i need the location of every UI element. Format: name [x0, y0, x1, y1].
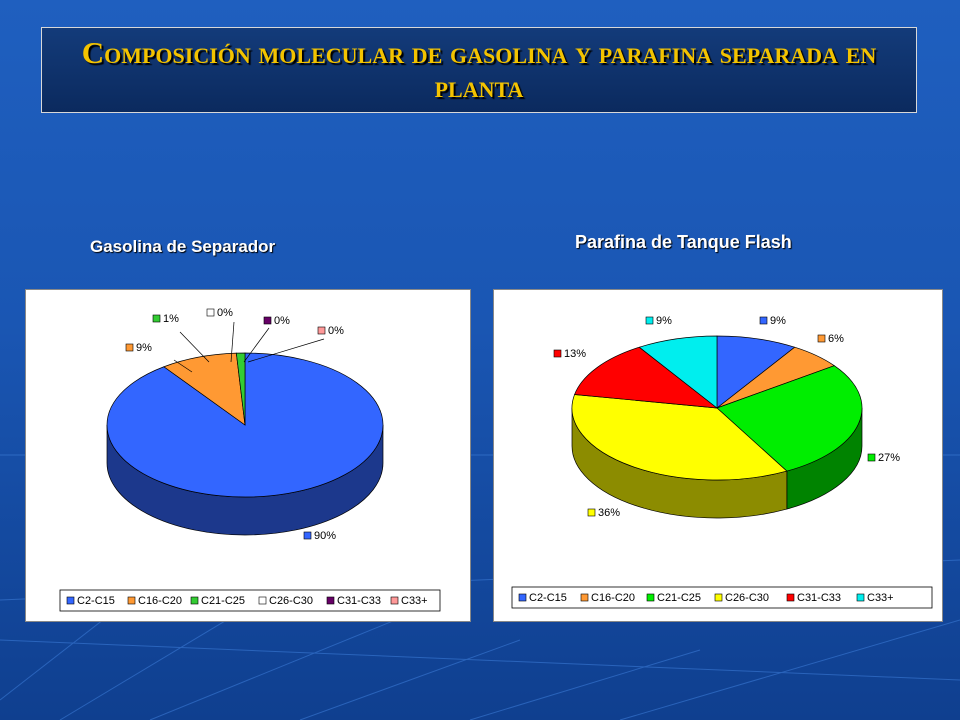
legend-swatch — [518, 593, 527, 602]
data-label-c33-: 0% — [317, 325, 344, 337]
data-label-swatch — [303, 531, 312, 540]
chart-panel-parafina: 9% 6% 27% 36% 13% 9% C2-C15 C16-C20 C21-C25 C26-C… — [493, 289, 943, 622]
legend-item-c31-c33: C31-C33 — [786, 592, 841, 604]
pie-slice-c21-c25 — [235, 352, 246, 426]
legend-item-c2-c15: C2-C15 — [66, 595, 115, 607]
legend-label: C26-C30 — [725, 592, 769, 604]
legend-box — [59, 589, 441, 612]
pie-slice-c31-c33 — [574, 346, 719, 409]
data-label-c26-c30: 36% — [587, 507, 620, 519]
legend-item-c31-c33: C31-C33 — [326, 595, 381, 607]
data-label-text: 9% — [656, 315, 672, 327]
legend-swatch — [190, 596, 199, 605]
pie-slices — [571, 335, 863, 481]
data-label-swatch — [817, 334, 826, 343]
title-box: Composición molecular de gasolina y para… — [41, 27, 917, 113]
pie-slices — [106, 352, 384, 498]
legend-label: C21-C25 — [657, 592, 701, 604]
data-label-c21-c25: 1% — [152, 313, 179, 325]
legend-item-c2-c15: C2-C15 — [518, 592, 567, 604]
legend: C2-C15 C16-C20 C21-C25 C26-C30 C31-C33 C33+ — [59, 589, 441, 612]
data-label-c2-c15: 9% — [759, 315, 786, 327]
pie-chart-gasolina: 90% 9% 1% 0% 0% 0% C2-C15 C16-C20 C21-C25 C26-C30… — [59, 307, 441, 612]
data-label-swatch — [587, 508, 596, 517]
data-label-c2-c15: 90% — [303, 530, 336, 542]
data-label-text: 36% — [598, 507, 620, 519]
data-label-c31-c33: 13% — [553, 348, 586, 360]
legend-label: C2-C15 — [529, 592, 567, 604]
data-label-swatch — [152, 314, 161, 323]
data-label-swatch — [317, 326, 326, 335]
leader-line — [179, 331, 210, 363]
legend-swatch — [714, 593, 723, 602]
data-label-text: 13% — [564, 348, 586, 360]
legend-label: C21-C25 — [201, 595, 245, 607]
legend-label: C31-C33 — [797, 592, 841, 604]
data-label-swatch — [759, 316, 768, 325]
legend-label: C31-C33 — [337, 595, 381, 607]
data-label-c16-c20: 9% — [125, 342, 152, 354]
legend-label: C33+ — [401, 595, 428, 607]
legend-label: C33+ — [867, 592, 894, 604]
data-label-c31-c33: 0% — [263, 315, 290, 327]
data-label-text: 1% — [163, 313, 179, 325]
data-label-text: 0% — [217, 307, 233, 319]
data-label-text: 6% — [828, 333, 844, 345]
legend-swatch — [786, 593, 795, 602]
data-label-swatch — [645, 316, 654, 325]
legend-label: C26-C30 — [269, 595, 313, 607]
legend-label: C2-C15 — [77, 595, 115, 607]
pie-chart-parafina: 9% 6% 27% 36% 13% 9% C2-C15 C16-C20 C21-C25 C26-C… — [511, 315, 933, 609]
data-label-swatch — [553, 349, 562, 358]
legend-swatch — [66, 596, 75, 605]
legend-item-c33-: C33+ — [390, 595, 428, 607]
legend-swatch — [646, 593, 655, 602]
legend-item-c26-c30: C26-C30 — [714, 592, 769, 604]
data-label-swatch — [125, 343, 134, 352]
data-label-swatch — [867, 453, 876, 462]
data-label-text: 0% — [274, 315, 290, 327]
pie-slice-c26-c30 — [571, 394, 788, 481]
leader-line — [247, 338, 325, 363]
data-label-c26-c30: 0% — [206, 307, 233, 319]
legend-item-c21-c25: C21-C25 — [646, 592, 701, 604]
legend-item-c16-c20: C16-C20 — [127, 595, 182, 607]
page-title: Composición molecular de gasolina y para… — [81, 35, 877, 104]
legend-swatch — [390, 596, 399, 605]
data-label-text: 27% — [878, 452, 900, 464]
data-label-text: 9% — [136, 342, 152, 354]
chart-title-parafina: Parafina de Tanque Flash — [575, 232, 792, 252]
pie-slice-c2-c15 — [716, 335, 796, 409]
leader-line — [173, 359, 193, 373]
legend-swatch — [326, 596, 335, 605]
leader-line — [243, 327, 270, 363]
pie-slice-c21-c25 — [716, 365, 863, 472]
data-label-c16-c20: 6% — [817, 333, 844, 345]
data-label-text: 9% — [770, 315, 786, 327]
legend-item-c26-c30: C26-C30 — [258, 595, 313, 607]
data-label-swatch — [263, 316, 272, 325]
chart-title-gasolina: Gasolina de Separador — [90, 237, 276, 256]
data-label-text: 0% — [328, 325, 344, 337]
data-label-c33-: 9% — [645, 315, 672, 327]
legend-swatch — [258, 596, 267, 605]
legend-swatch — [580, 593, 589, 602]
chart-panel-gasolina: 90% 9% 1% 0% 0% 0% C2-C15 C16-C20 C21-C25 C26-C30… — [25, 289, 471, 622]
legend-item-c33-: C33+ — [856, 592, 894, 604]
data-label-text: 90% — [314, 530, 336, 542]
legend-label: C16-C20 — [591, 592, 635, 604]
data-label-c21-c25: 27% — [867, 452, 900, 464]
legend-swatch — [127, 596, 136, 605]
legend-label: C16-C20 — [138, 595, 182, 607]
legend-item-c21-c25: C21-C25 — [190, 595, 245, 607]
data-label-swatch — [206, 308, 215, 317]
legend-item-c16-c20: C16-C20 — [580, 592, 635, 604]
legend-swatch — [856, 593, 865, 602]
leader-line — [230, 321, 235, 363]
legend: C2-C15 C16-C20 C21-C25 C26-C30 C31-C33 C33+ — [511, 586, 933, 609]
pie-slice-c33- — [638, 335, 718, 409]
